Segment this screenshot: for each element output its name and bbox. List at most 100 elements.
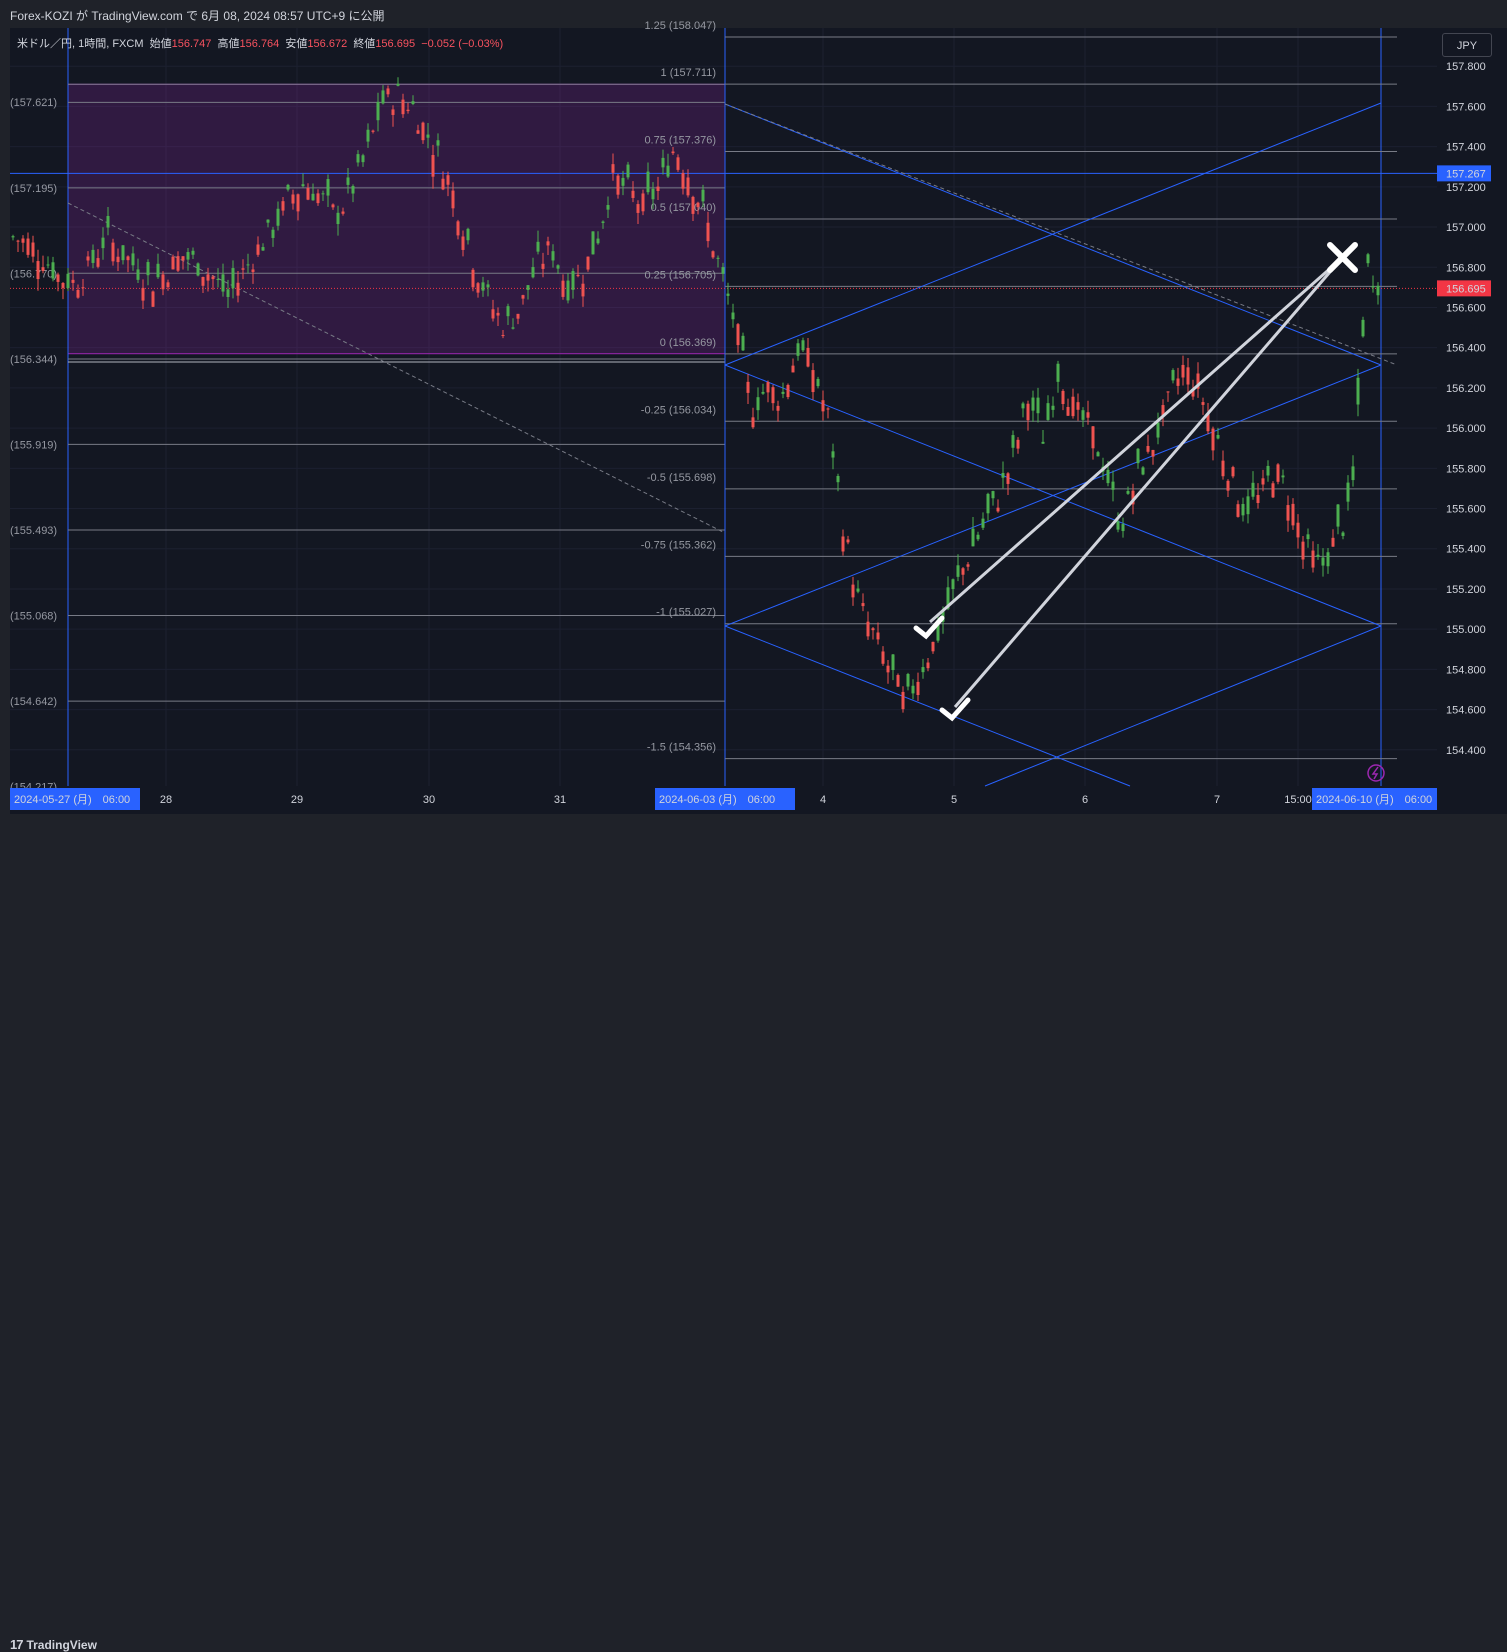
candle-body: [1071, 396, 1075, 417]
y-tick-label: 157.800: [1446, 61, 1486, 73]
y-tick-label: 157.000: [1446, 222, 1486, 234]
x-tick-label: 7: [1214, 794, 1220, 806]
x-tick-label: 2024-06-03 (月) 06:00: [659, 794, 775, 806]
candle-body: [786, 384, 790, 398]
candle-body: [136, 269, 140, 280]
fib-level-label: 0.5 (157.040): [651, 202, 716, 214]
y-tick-label: 156.200: [1446, 383, 1486, 395]
lightning-icon: [1367, 764, 1385, 782]
candle-body: [296, 194, 300, 212]
left-fib-label: (155.068): [10, 611, 57, 623]
candle-body: [481, 282, 485, 291]
candle-body: [841, 536, 845, 552]
publication-info: Forex-KOZI が TradingView.com で 6月 08, 20…: [10, 9, 385, 23]
candle-body: [1251, 482, 1255, 497]
current-price-label: 156.695: [1446, 283, 1486, 295]
candle-body: [586, 256, 590, 270]
candle-body: [1091, 426, 1095, 449]
candle-body: [426, 134, 430, 138]
candle-body: [1376, 285, 1380, 296]
fib-level-label: 1 (157.711): [661, 67, 716, 79]
candle-body: [981, 518, 985, 528]
candle-body: [1061, 390, 1065, 405]
candle-body: [641, 193, 645, 212]
candle-body: [561, 280, 565, 297]
candle-body: [501, 335, 505, 337]
candle-body: [456, 221, 460, 236]
candle-body: [416, 130, 420, 134]
candle-body: [386, 88, 390, 95]
open-value: 156.747: [171, 38, 212, 50]
candle-body: [691, 196, 695, 214]
close-value: 156.695: [375, 38, 416, 50]
currency-button[interactable]: JPY: [1442, 33, 1492, 57]
candle-body: [406, 109, 410, 112]
candle-body: [771, 387, 775, 404]
candle-body: [1111, 481, 1115, 490]
candle-body: [716, 257, 720, 259]
candle-body: [316, 193, 320, 204]
y-tick-label: 154.600: [1446, 705, 1486, 717]
candle-body: [156, 263, 160, 278]
y-tick-label: 155.200: [1446, 584, 1486, 596]
y-axis-layer: 154.400 154.600 154.800 155.000 155.200 155.4…: [1367, 61, 1491, 782]
candle-body: [11, 236, 15, 238]
candle-body: [846, 539, 850, 543]
chart-pane[interactable]: [10, 28, 1437, 786]
candle-body: [546, 241, 550, 246]
hline-price-label: 157.267: [1446, 168, 1486, 180]
candle-body: [756, 397, 760, 411]
candle-body: [1256, 495, 1260, 504]
tradingview-logo[interactable]: 17 TradingView: [10, 1637, 97, 1652]
candle-body: [1356, 377, 1360, 405]
candle-body: [186, 252, 190, 260]
candle-body: [1241, 503, 1245, 516]
candle-body: [216, 279, 220, 281]
candle-body: [306, 187, 310, 200]
candle-body: [436, 140, 440, 146]
candle-body: [396, 83, 400, 86]
candle-body: [106, 216, 110, 228]
candle-body: [151, 291, 155, 307]
candle-body: [1056, 363, 1060, 382]
candle-body: [291, 194, 295, 204]
candle-body: [556, 265, 560, 269]
candle-body: [576, 274, 580, 277]
candle-body: [21, 238, 25, 243]
candle-body: [201, 276, 205, 286]
candle-body: [1201, 402, 1205, 405]
check-icon: [913, 615, 945, 640]
candle-body: [1126, 491, 1130, 494]
candle-body: [311, 193, 315, 201]
candle-body: [591, 231, 595, 255]
close-label: 終値: [353, 38, 376, 50]
candle-body: [181, 256, 185, 261]
candle-body: [1031, 397, 1035, 411]
top-bar: Forex-KOZI が TradingView.com で 6月 08, 20…: [0, 0, 1507, 28]
candle-body: [1171, 370, 1175, 381]
candle-body: [466, 228, 470, 241]
low-label: 安値: [285, 38, 308, 50]
candle-body: [491, 309, 495, 319]
candle-body: [171, 256, 175, 270]
annotation-line: [953, 257, 1344, 708]
candle-body: [866, 621, 870, 637]
candle-body: [1211, 428, 1215, 451]
price-axis[interactable]: [1437, 28, 1507, 814]
candle-body: [1266, 465, 1270, 476]
candle-body: [1341, 532, 1345, 536]
candle-body: [56, 274, 60, 282]
candle-body: [856, 588, 860, 592]
candle-body: [381, 90, 385, 104]
fib-level-label: -0.5 (155.698): [647, 472, 716, 484]
candle-body: [836, 476, 840, 483]
candle-body: [1081, 410, 1085, 420]
candle-body: [686, 177, 690, 196]
candle-body: [231, 268, 235, 289]
tradingview-logo-icon: 17: [10, 1637, 24, 1652]
candle-body: [51, 262, 55, 279]
candle-body: [736, 324, 740, 346]
candle-body: [681, 173, 685, 189]
candle-body: [16, 240, 20, 242]
x-tick-label: 6: [1082, 794, 1088, 806]
